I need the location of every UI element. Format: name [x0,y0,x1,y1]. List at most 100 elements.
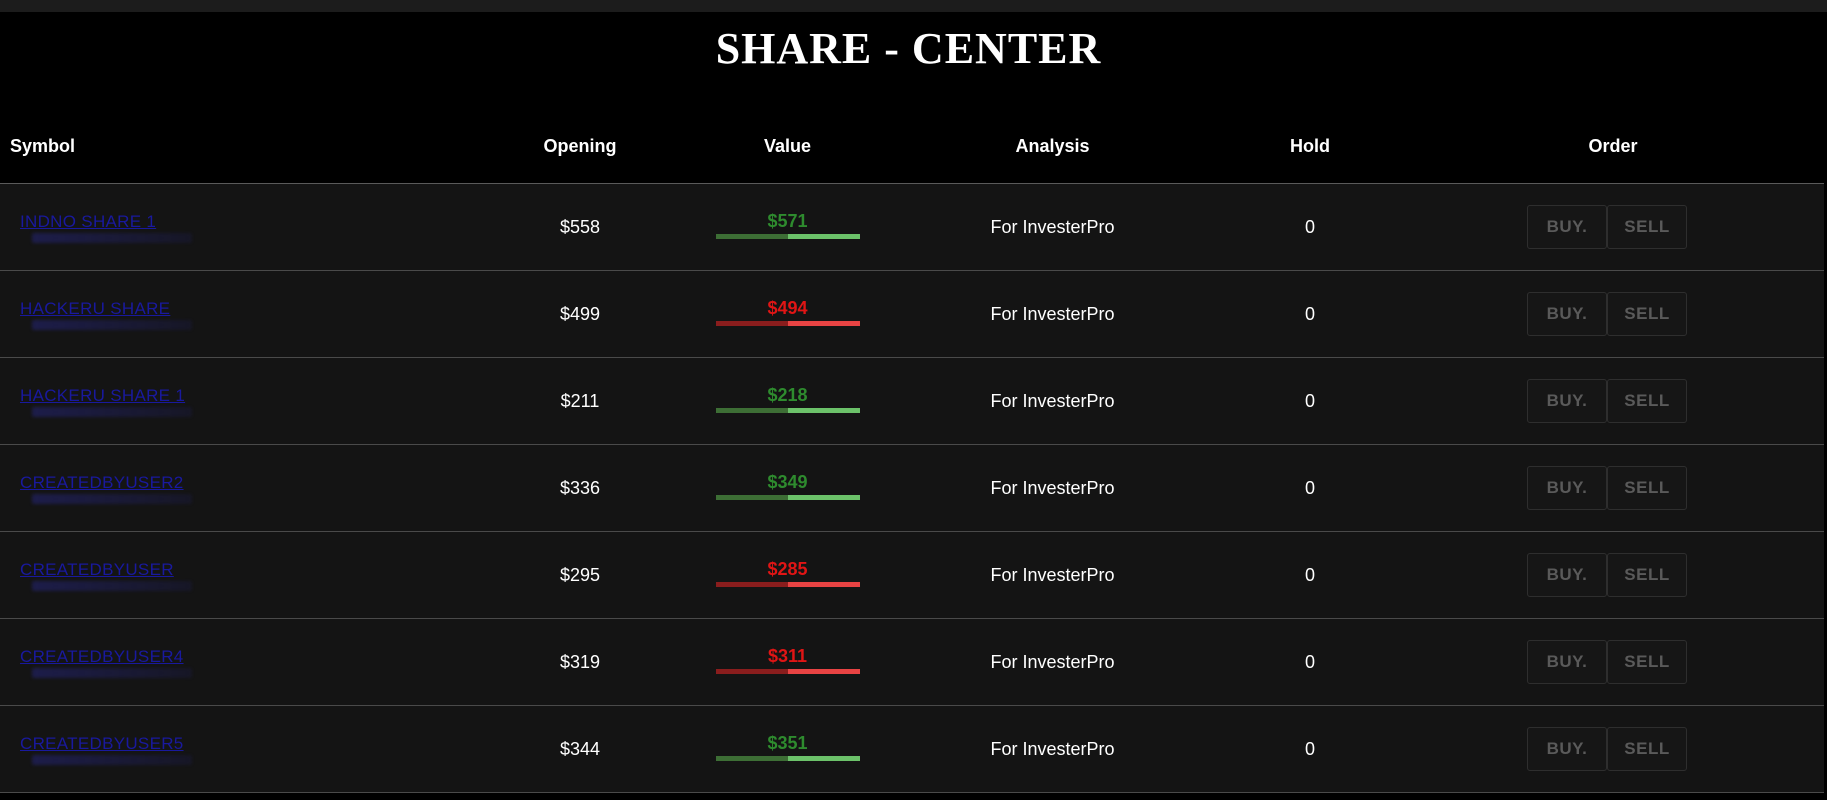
value-cell: $218 [700,385,875,418]
value-text: $311 [767,645,808,666]
value-indicator: $571 [715,210,860,239]
value-indicator: $351 [715,732,860,761]
analysis-cell: For InvesterPro [990,477,1115,498]
value-trend-bar [715,320,860,326]
value-text: $349 [767,471,808,492]
header-symbol: Symbol [10,136,76,156]
sell-button[interactable]: SELL [1607,466,1687,510]
symbol-cell: CREATEDBYUSER [0,559,460,591]
opening-cell: $211 [560,390,600,411]
analysis-cell: For InvesterPro [990,216,1115,237]
table-header: Symbol Opening Value Analysis Hold Order [0,110,1824,184]
header-opening: Opening [543,136,617,156]
symbol-link-shadow [32,494,192,504]
order-cell: BUY. SELL [1390,292,1824,336]
buy-button[interactable]: BUY. [1527,379,1607,423]
buy-button[interactable]: BUY. [1527,727,1607,771]
value-cell: $285 [700,559,875,592]
value-indicator: $311 [715,645,860,674]
analysis-cell: For InvesterPro [990,651,1115,672]
buy-button[interactable]: BUY. [1527,553,1607,597]
value-text: $351 [767,732,808,753]
symbol-cell: CREATEDBYUSER4 [0,646,460,678]
value-trend-bar [715,755,860,761]
value-cell: $571 [700,211,875,244]
hold-cell: 0 [1304,738,1315,759]
value-trend-bar [715,668,860,674]
hold-cell: 0 [1304,564,1315,585]
opening-cell: $319 [559,651,601,672]
table-row: INDNO SHARE 1 $558 $571 For InvesterPro … [0,184,1824,271]
sell-button[interactable]: SELL [1607,205,1687,249]
opening-cell: $336 [559,477,601,498]
table-row: CREATEDBYUSER5 $344 $351 For InvesterPro… [0,706,1824,793]
table-row: HACKERU SHARE $499 $494 For InvesterPro … [0,271,1824,358]
buy-button[interactable]: BUY. [1527,466,1607,510]
table-row: HACKERU SHARE 1 $211 $218 For InvesterPr… [0,358,1824,445]
value-indicator: $218 [715,384,860,413]
symbol-link[interactable]: CREATEDBYUSER2 [20,473,184,492]
value-cell: $494 [700,298,875,331]
symbol-link[interactable]: CREATEDBYUSER5 [20,734,184,753]
value-trend-bar [715,407,860,413]
buy-button[interactable]: BUY. [1527,640,1607,684]
header-order: Order [1588,136,1638,156]
symbol-cell: HACKERU SHARE 1 [0,385,460,417]
hold-cell: 0 [1304,651,1315,672]
symbol-link[interactable]: HACKERU SHARE 1 [20,386,186,405]
symbol-link[interactable]: CREATEDBYUSER [20,560,174,579]
opening-cell: $499 [559,303,601,324]
table-row: CREATEDBYUSER2 $336 $349 For InvesterPro… [0,445,1824,532]
symbol-link[interactable]: CREATEDBYUSER4 [20,647,184,666]
order-cell: BUY. SELL [1390,205,1824,249]
symbol-link[interactable]: INDNO SHARE 1 [20,212,157,231]
symbol-link-shadow [32,755,192,765]
symbol-cell: CREATEDBYUSER5 [0,733,460,765]
hold-cell: 0 [1304,303,1315,324]
sell-button[interactable]: SELL [1607,379,1687,423]
value-text: $571 [767,210,808,231]
analysis-cell: For InvesterPro [990,390,1115,411]
buy-button[interactable]: BUY. [1527,292,1607,336]
sell-button[interactable]: SELL [1607,727,1687,771]
analysis-cell: For InvesterPro [990,564,1115,585]
symbol-cell: CREATEDBYUSER2 [0,472,460,504]
hold-cell: 0 [1304,390,1315,411]
value-trend-bar [715,494,860,500]
symbol-cell: INDNO SHARE 1 [0,211,460,243]
symbol-cell: HACKERU SHARE [0,298,460,330]
header-analysis: Analysis [1015,136,1090,156]
symbol-link-shadow [32,581,192,591]
order-cell: BUY. SELL [1390,727,1824,771]
table-row: CREATEDBYUSER4 $319 $311 For InvesterPro… [0,619,1824,706]
order-cell: BUY. SELL [1390,466,1824,510]
opening-cell: $344 [559,738,601,759]
symbol-link-shadow [32,233,192,243]
header-hold: Hold [1290,136,1330,156]
symbol-link-shadow [32,407,192,417]
buy-button[interactable]: BUY. [1527,205,1607,249]
value-trend-bar [715,581,860,587]
analysis-cell: For InvesterPro [990,738,1115,759]
symbol-link-shadow [32,668,192,678]
shares-table: Symbol Opening Value Analysis Hold Order… [0,110,1824,793]
order-cell: BUY. SELL [1390,640,1824,684]
opening-cell: $558 [559,216,601,237]
order-cell: BUY. SELL [1390,553,1824,597]
sell-button[interactable]: SELL [1607,640,1687,684]
sell-button[interactable]: SELL [1607,292,1687,336]
symbol-link[interactable]: HACKERU SHARE [20,299,171,318]
sell-button[interactable]: SELL [1607,553,1687,597]
value-indicator: $349 [715,471,860,500]
hold-cell: 0 [1304,477,1315,498]
value-indicator: $494 [715,298,860,326]
order-cell: BUY. SELL [1390,379,1824,423]
opening-cell: $295 [559,564,601,585]
hold-cell: 0 [1304,216,1315,237]
page-title-text: SHARE - CENTER [715,24,1102,73]
value-cell: $311 [700,646,875,679]
table-row: CREATEDBYUSER $295 $285 For InvesterPro … [0,532,1824,619]
header-value: Value [763,136,812,156]
value-trend-bar [715,233,860,239]
value-text: $218 [767,384,808,405]
